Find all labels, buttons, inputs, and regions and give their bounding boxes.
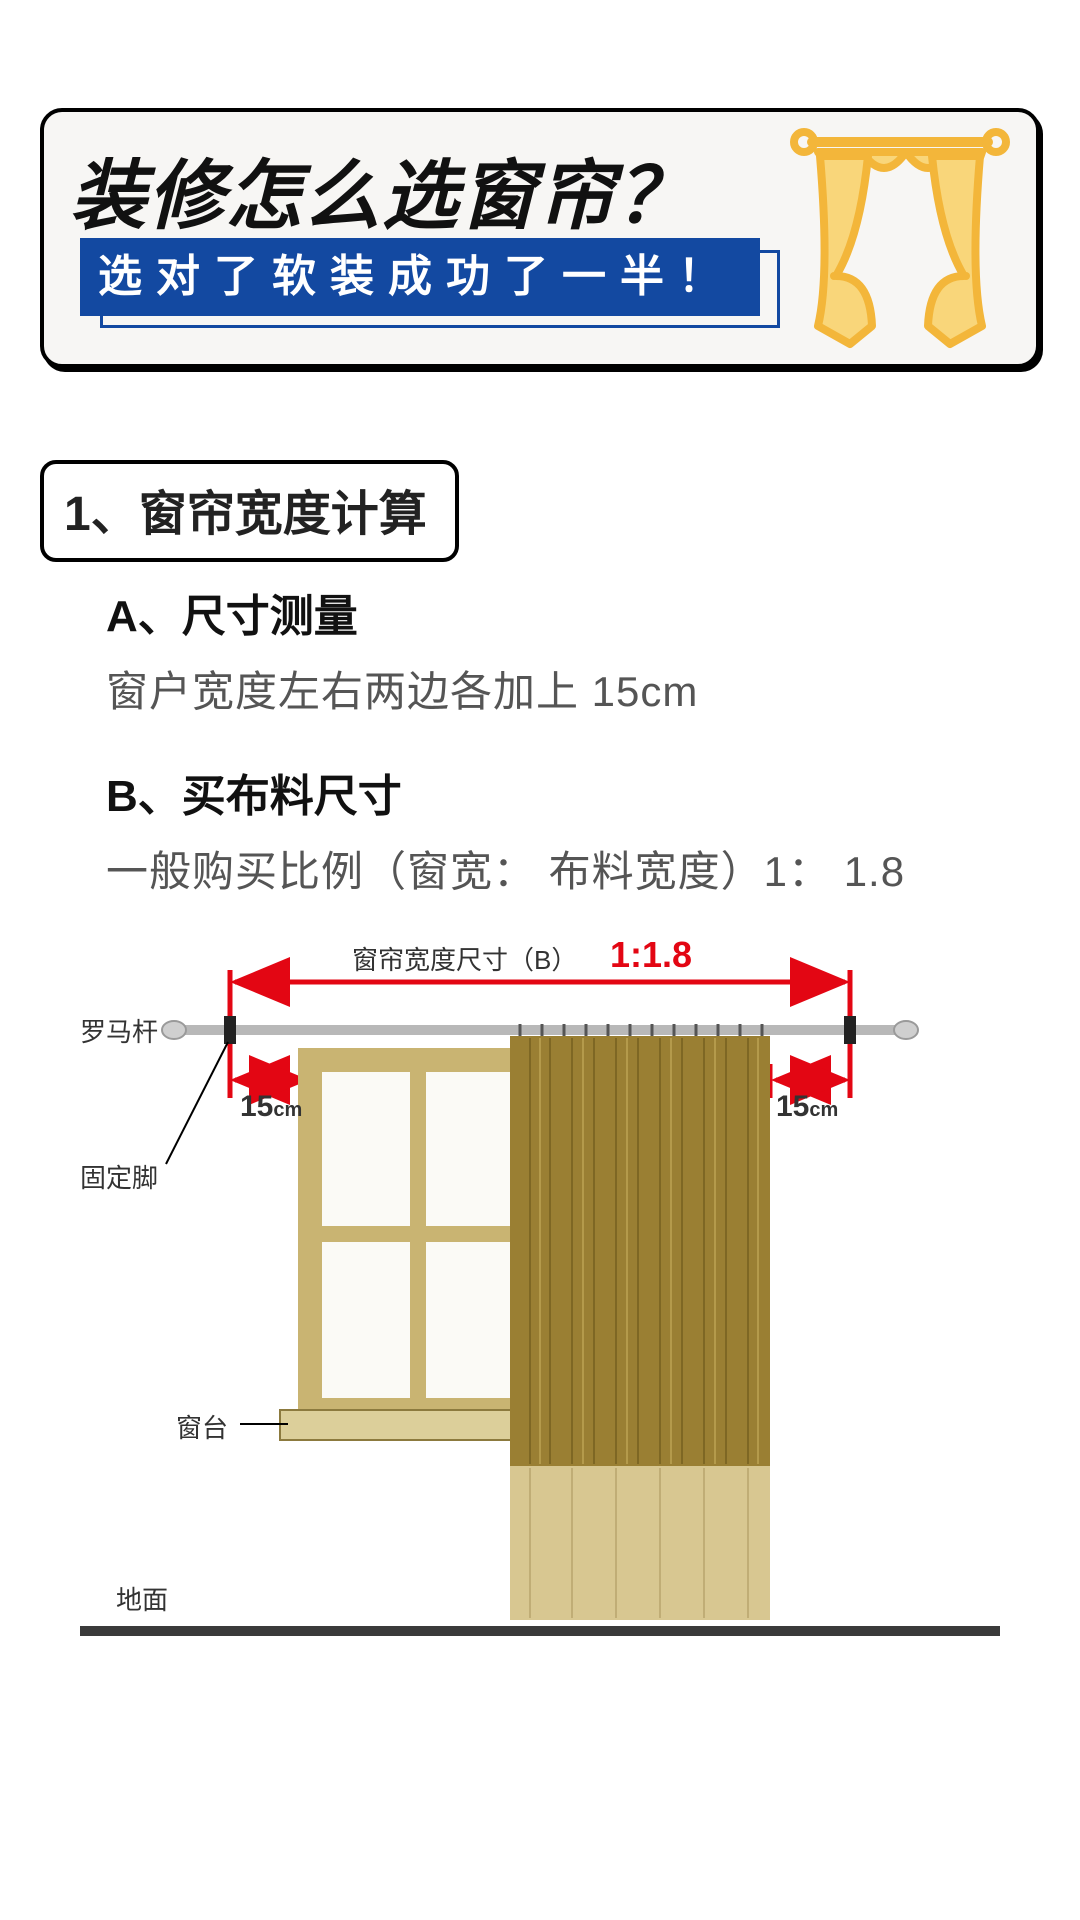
title-card: 装修怎么选窗帘？ 选对了软装成功了一半！ [40, 108, 1040, 368]
diagram-rod-label: 罗马杆 [80, 1012, 158, 1049]
diagram-top-caption: 窗帘宽度尺寸（B） [352, 940, 577, 977]
diagram-floor-label: 地面 [116, 1580, 168, 1617]
diagram-left-margin: 15cm [240, 1090, 302, 1124]
point-a-head: A、尺寸测量 [106, 580, 986, 644]
curtain-measurement-diagram: 窗帘宽度尺寸（B） 1:1.8 15cm 15cm 罗马杆 固定脚 窗台 地面 [80, 940, 1000, 1620]
point-b: B、买布料尺寸 一般购买比例（窗宽： 布料宽度）1： 1.8 [106, 760, 986, 899]
title-main: 装修怎么选窗帘？ [70, 134, 694, 244]
section-1-heading: 1、窗帘宽度计算 [40, 460, 459, 562]
section-number: 1、 [64, 488, 139, 541]
title-subtitle: 选对了软装成功了一半！ [80, 238, 760, 316]
point-b-text: 一般购买比例（窗宽： 布料宽度）1： 1.8 [106, 838, 986, 899]
diagram-ratio: 1:1.8 [610, 934, 692, 976]
diagram-sill-label: 窗台 [176, 1408, 228, 1445]
point-a-text: 窗户宽度左右两边各加上 15cm [106, 658, 986, 719]
point-a: A、尺寸测量 窗户宽度左右两边各加上 15cm [106, 580, 986, 719]
curtain-window-icon [790, 126, 1010, 356]
point-b-head: B、买布料尺寸 [106, 760, 986, 824]
diagram-bracket-label: 固定脚 [80, 1158, 158, 1195]
floor-line [80, 1626, 1000, 1636]
section-title: 窗帘宽度计算 [139, 488, 427, 541]
diagram-right-margin: 15cm [776, 1090, 838, 1124]
